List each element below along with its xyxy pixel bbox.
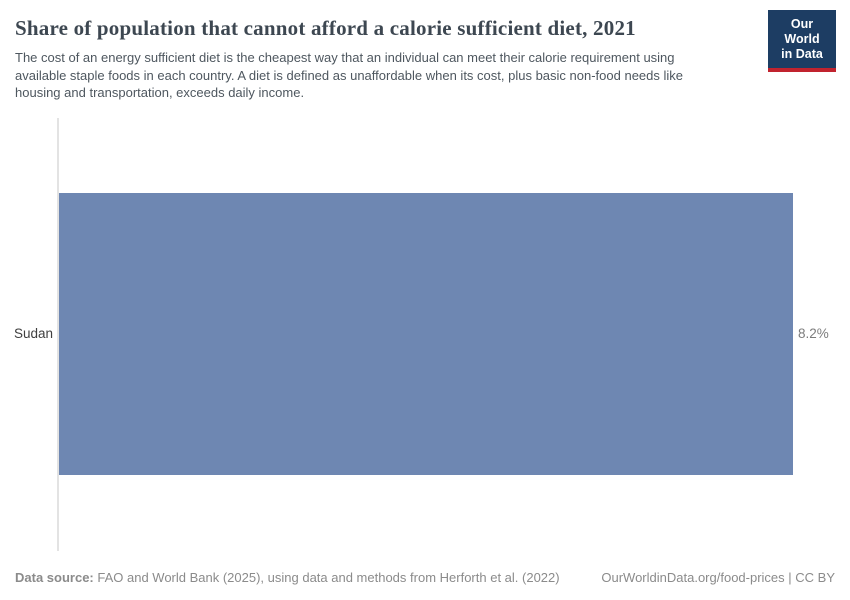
bar-fill[interactable] xyxy=(59,193,793,475)
owid-logo: Our World in Data xyxy=(768,10,836,72)
chart-subtitle: The cost of an energy sufficient diet is… xyxy=(15,50,684,101)
bar-chart: Sudan 8.2% xyxy=(0,118,850,551)
chart-title: Share of population that cannot afford a… xyxy=(15,16,636,40)
value-label: 8.2% xyxy=(798,326,829,341)
chart-header: Share of population that cannot afford a… xyxy=(15,10,836,102)
data-source-label: Data source: xyxy=(15,570,94,585)
owid-logo-line2: in Data xyxy=(781,47,823,61)
y-axis-line xyxy=(57,118,59,551)
data-source-note: Data source: FAO and World Bank (2025), … xyxy=(15,570,560,585)
data-source-text: FAO and World Bank (2025), using data an… xyxy=(93,570,560,585)
owid-url-link[interactable]: OurWorldinData.org/food-prices | CC BY xyxy=(601,570,835,585)
owid-logo-line1: Our World xyxy=(784,17,820,46)
chart-footer: Data source: FAO and World Bank (2025), … xyxy=(15,570,835,585)
category-label-sudan: Sudan xyxy=(13,326,53,341)
bar-track xyxy=(59,193,793,475)
